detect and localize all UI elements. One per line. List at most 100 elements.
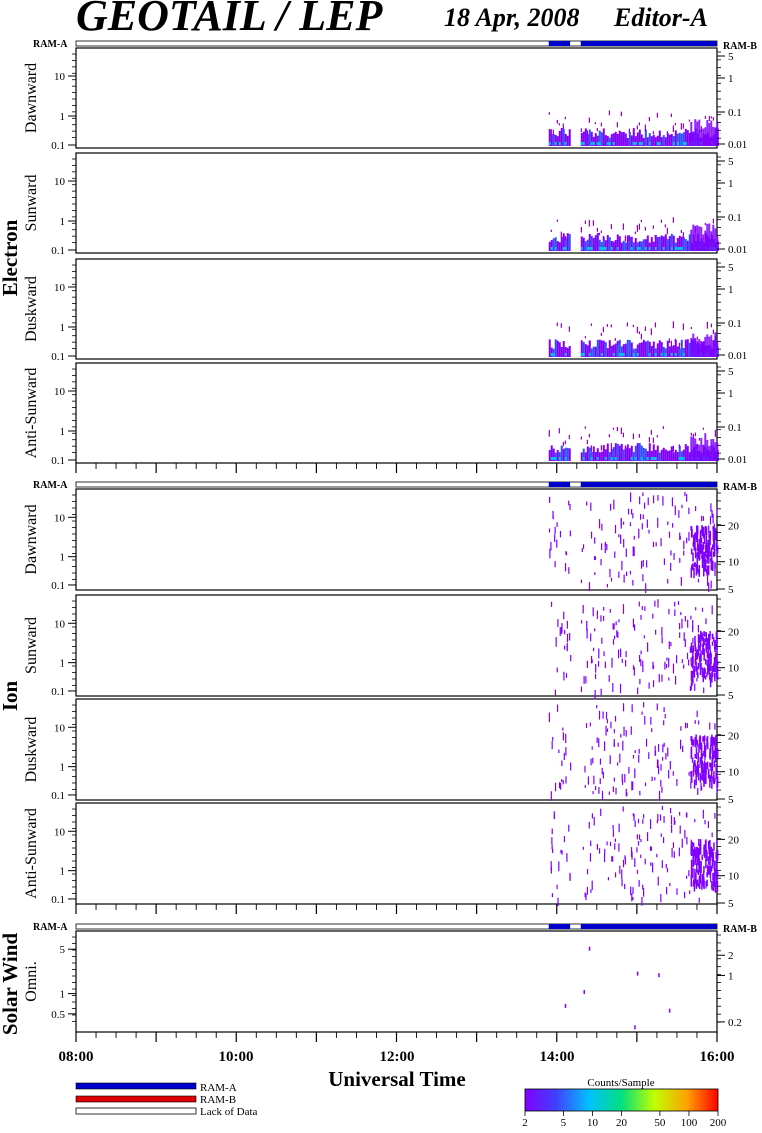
electron-count-bin bbox=[690, 121, 693, 146]
ion-count-bin bbox=[703, 735, 706, 742]
solar-wind-left-tick-label: 1 bbox=[60, 989, 66, 1001]
ion-count-bin bbox=[690, 615, 692, 620]
solar-wind-count-bin bbox=[668, 1008, 671, 1013]
ion-right-tick-label: 5 bbox=[728, 690, 734, 702]
electron-count-bin bbox=[666, 131, 668, 134]
electron-count-bin bbox=[688, 234, 691, 251]
electron-count-bin bbox=[582, 448, 585, 461]
colorbar-tick-label: 5 bbox=[561, 1117, 567, 1128]
electron-count-bin bbox=[686, 445, 689, 461]
electron-count-bin bbox=[706, 120, 709, 146]
ion-count-bin bbox=[638, 834, 641, 840]
ion-count-bin bbox=[696, 677, 698, 682]
ion-count-bin bbox=[708, 866, 711, 875]
electron-count-bin bbox=[630, 457, 633, 460]
ion-count-bin bbox=[712, 526, 714, 531]
electron-count-bin bbox=[624, 235, 626, 242]
electron-count-bin bbox=[650, 345, 653, 357]
electron-count-bin bbox=[636, 242, 639, 251]
ion-right-tick-label: 10 bbox=[728, 871, 740, 883]
electron-count-bin bbox=[666, 239, 669, 251]
electron-count-bin bbox=[678, 247, 681, 250]
ion-count-bin bbox=[604, 848, 606, 854]
ion-count-bin bbox=[622, 740, 624, 751]
electron-left-tick-label: 1 bbox=[60, 216, 66, 228]
ion-count-bin bbox=[598, 738, 600, 748]
electron-count-bin bbox=[594, 235, 597, 251]
ion-count-bin bbox=[697, 765, 700, 775]
ion-count-bin bbox=[668, 608, 670, 615]
electron-count-bin bbox=[640, 445, 643, 461]
ion-count-bin bbox=[583, 675, 585, 684]
ion-count-bin bbox=[550, 541, 552, 551]
electron-count-bin bbox=[568, 448, 571, 461]
ion-count-bin bbox=[647, 642, 649, 652]
electron-count-bin bbox=[638, 142, 641, 145]
ion-count-bin bbox=[552, 510, 554, 519]
electron-count-bin bbox=[616, 247, 619, 250]
ion-count-bin bbox=[605, 711, 608, 720]
ion-count-bin bbox=[713, 867, 716, 872]
ion-count-bin bbox=[705, 658, 707, 665]
electron-count-bin bbox=[656, 445, 659, 461]
ion-count-bin bbox=[698, 858, 701, 865]
ion-count-bin bbox=[580, 579, 583, 584]
ion-count-bin bbox=[641, 523, 643, 530]
electron-count-bin bbox=[552, 129, 554, 136]
ion-count-bin bbox=[642, 492, 644, 496]
ion-count-bin bbox=[634, 750, 636, 754]
ion-count-bin bbox=[686, 836, 688, 845]
ion-count-bin bbox=[692, 881, 695, 887]
ion-count-bin bbox=[661, 636, 663, 644]
ion-count-bin bbox=[686, 494, 688, 502]
ion-count-bin bbox=[648, 682, 650, 689]
electron-count-bin bbox=[638, 129, 641, 146]
ion-count-bin bbox=[673, 851, 675, 859]
ion-count-bin bbox=[613, 738, 615, 747]
ion-count-bin bbox=[570, 654, 572, 662]
ion-count-bin bbox=[637, 687, 639, 695]
electron-count-bin bbox=[588, 129, 591, 146]
electron-count-bin bbox=[552, 448, 555, 461]
ion-left-tick-label: 10 bbox=[54, 826, 66, 838]
electron-count-bin bbox=[608, 110, 610, 116]
ion-count-bin bbox=[634, 858, 636, 867]
electron-count-bin bbox=[588, 247, 591, 250]
electron-count-bin bbox=[584, 131, 586, 138]
ion-count-bin bbox=[695, 661, 697, 672]
colorbar-tick-label: 10 bbox=[587, 1117, 599, 1128]
ion-count-bin bbox=[697, 856, 699, 866]
electron-count-bin bbox=[694, 225, 697, 251]
ion-count-bin bbox=[716, 668, 719, 681]
ion-count-bin bbox=[712, 637, 715, 642]
ion-count-bin bbox=[594, 572, 596, 576]
ion-count-bin bbox=[661, 786, 663, 793]
electron-count-bin bbox=[626, 339, 629, 357]
ion-count-bin bbox=[716, 645, 718, 653]
ion-count-bin bbox=[630, 726, 632, 735]
ion-count-bin bbox=[710, 652, 712, 658]
ion-count-bin bbox=[585, 723, 588, 728]
ion-count-bin bbox=[643, 888, 645, 897]
ion-count-bin bbox=[584, 784, 586, 788]
ion-count-bin bbox=[672, 842, 675, 849]
ion-count-bin bbox=[712, 551, 715, 557]
ion-count-bin bbox=[618, 534, 620, 538]
ion-count-bin bbox=[614, 524, 617, 534]
ion-left-tick-label: 1 bbox=[60, 658, 66, 670]
ion-count-bin bbox=[617, 649, 620, 659]
ion-count-bin bbox=[618, 823, 620, 833]
ion-left-tick-label: 1 bbox=[60, 762, 66, 774]
ion-count-bin bbox=[709, 722, 711, 730]
ion-count-bin bbox=[652, 541, 655, 548]
ion-count-bin bbox=[710, 736, 712, 747]
ion-count-bin bbox=[694, 860, 696, 866]
electron-count-bin bbox=[708, 223, 711, 251]
electron-right-tick-label: 5 bbox=[728, 156, 734, 168]
ion-count-bin bbox=[716, 557, 718, 562]
ion-count-bin bbox=[686, 652, 689, 660]
ion-count-bin bbox=[618, 843, 620, 852]
ion-count-bin bbox=[620, 648, 622, 658]
electron-count-bin bbox=[552, 457, 555, 460]
ion-count-bin bbox=[584, 765, 586, 773]
